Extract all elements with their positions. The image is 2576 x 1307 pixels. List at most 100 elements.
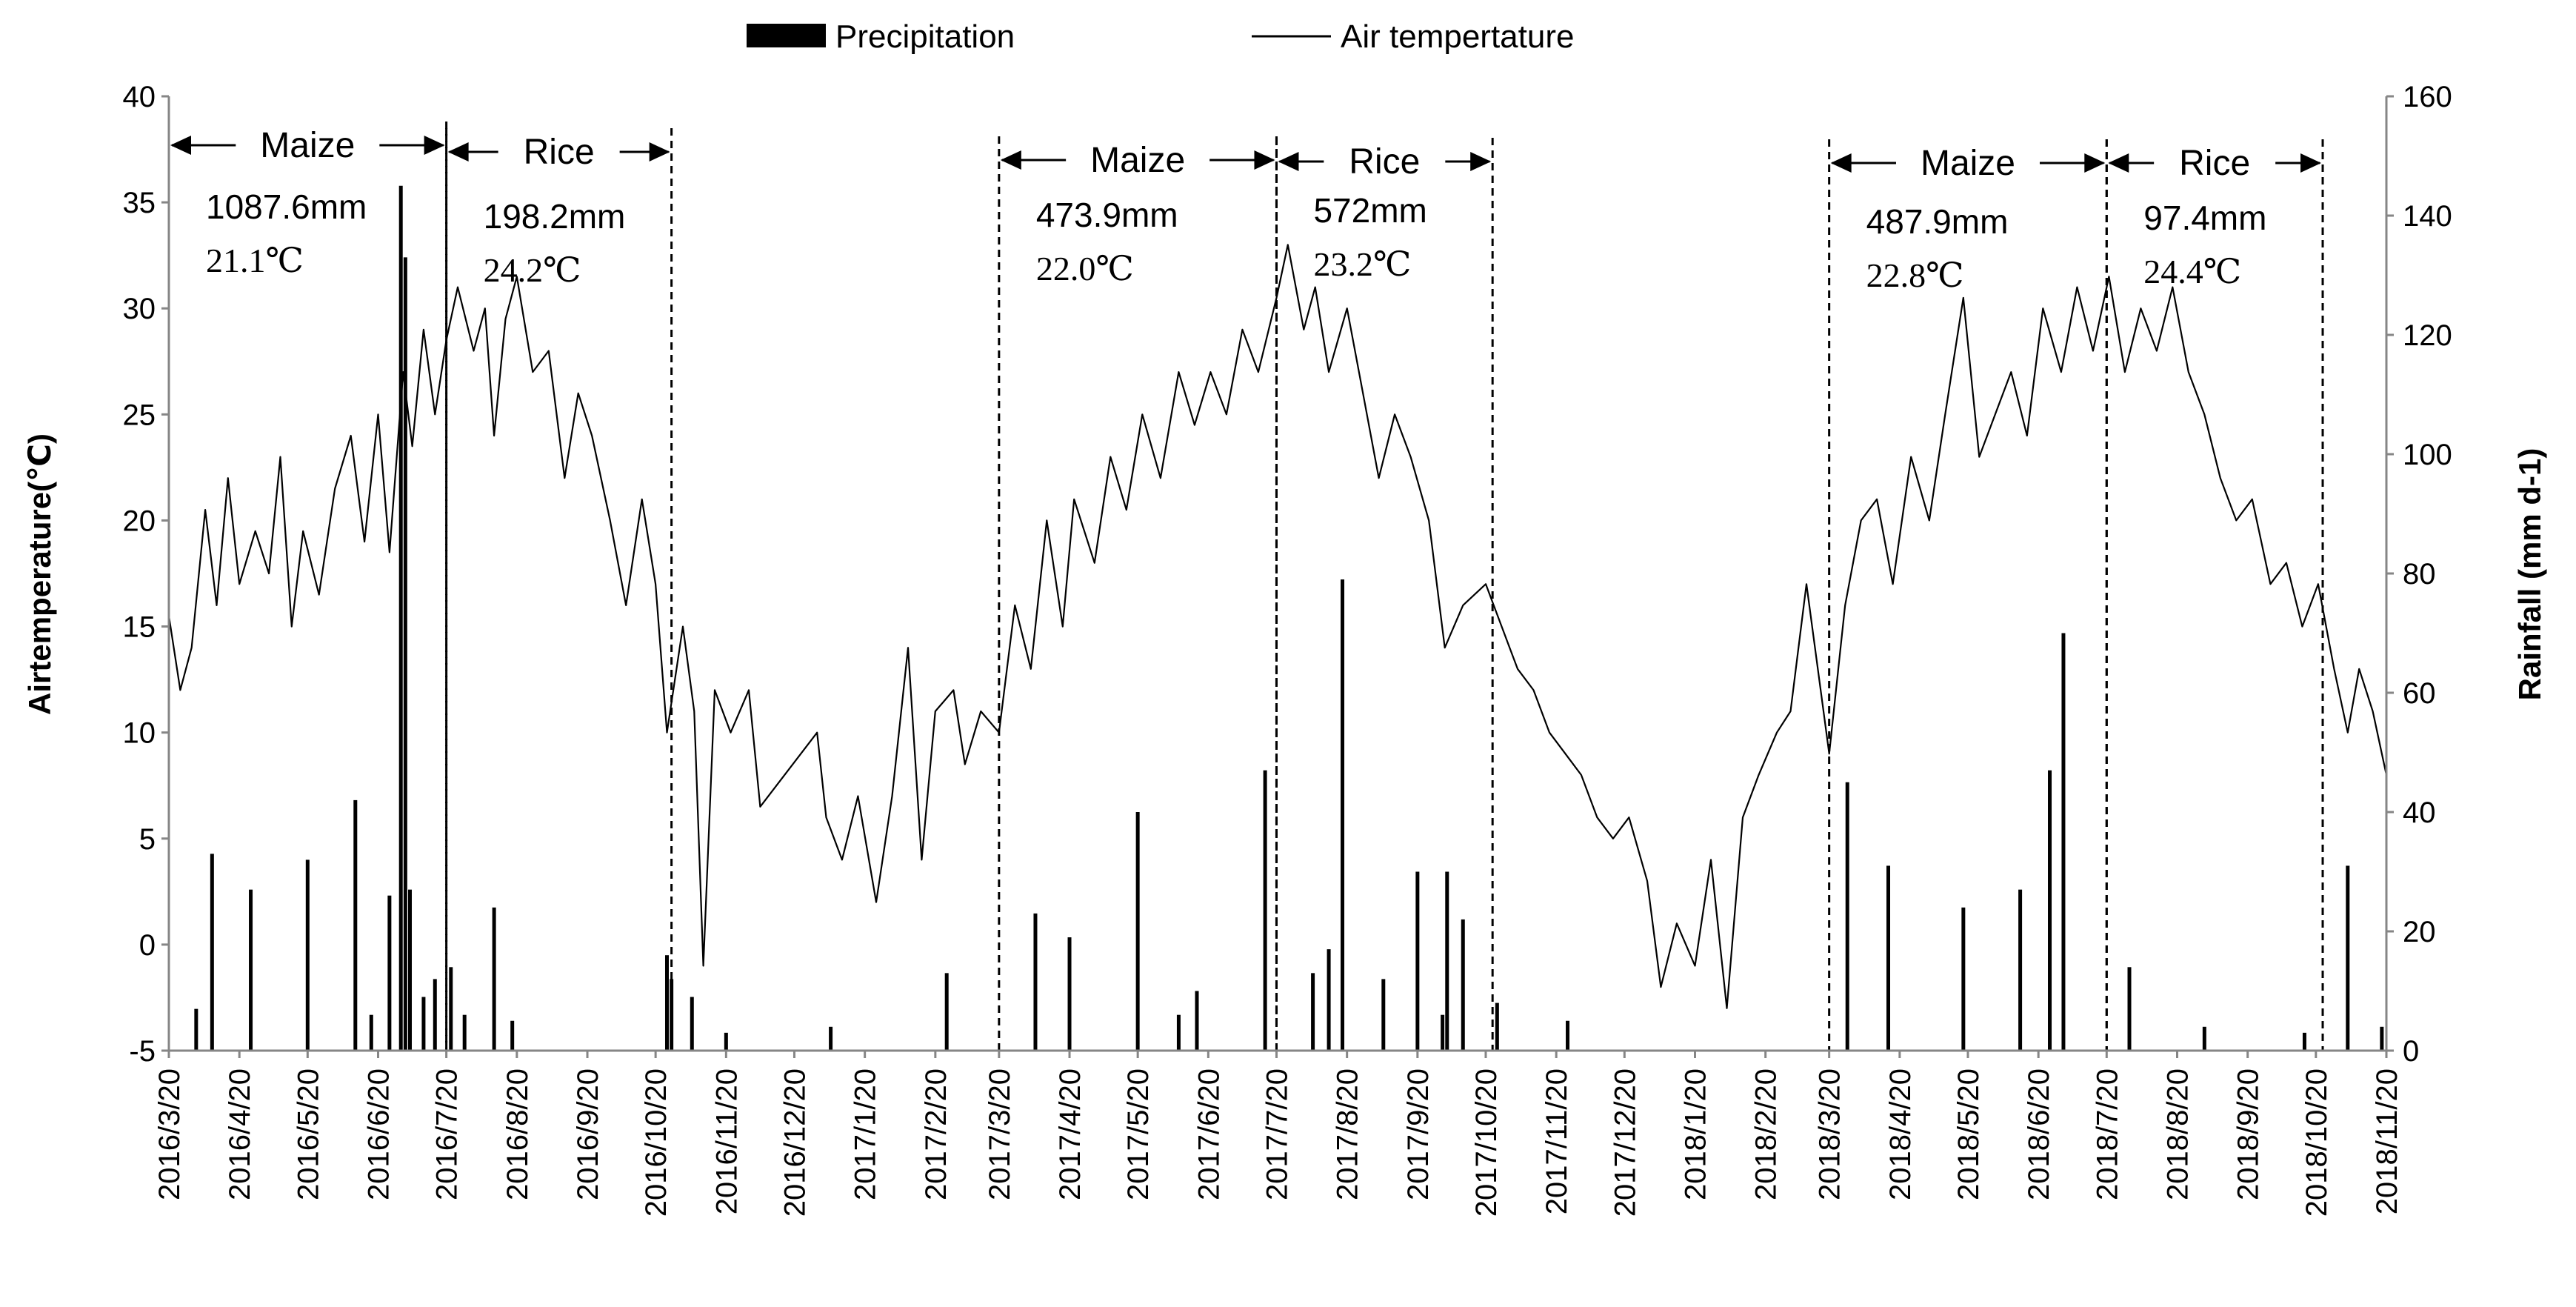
x-ticks: 2016/3/20 2016/4/20 2016/5/20 2016/6/20 2016… — [153, 1051, 2403, 1217]
season-precip-label: 487.9mm — [1866, 202, 2009, 241]
x-tick-label: 2017/2/20 — [920, 1068, 952, 1200]
x-tick-label: 2016/8/20 — [501, 1068, 534, 1200]
precip-bar — [421, 997, 426, 1051]
x-tick-label: 2018/7/20 — [2091, 1068, 2123, 1200]
y-left-tick-label: 30 — [123, 293, 156, 325]
x-tick-label: 2018/5/20 — [1952, 1068, 1985, 1200]
legend-precip-label: Precipitation — [835, 19, 1015, 55]
precip-bar — [2380, 1026, 2384, 1051]
x-tick-label: 2016/5/20 — [292, 1068, 324, 1200]
season-arrowhead-right — [2084, 153, 2106, 173]
y-left-tick-label: 5 — [139, 823, 156, 856]
season-crop-label: Rice — [1349, 142, 1420, 182]
precipitation-bars — [194, 185, 2384, 1051]
legend-precip-swatch — [747, 24, 826, 47]
precip-bar — [724, 1032, 728, 1051]
y-right-tick-label: 80 — [2403, 558, 2436, 591]
y-right-tick-label: 100 — [2403, 439, 2452, 471]
precip-bar — [2127, 967, 2132, 1051]
precip-bar — [353, 799, 358, 1051]
precip-bar — [1135, 812, 1140, 1051]
y-left-axis-title: Airtemperature(℃) — [22, 433, 57, 715]
season-arrowhead-left — [1278, 152, 1299, 171]
precip-bar — [664, 955, 669, 1051]
season-precip-label: 473.9mm — [1036, 196, 1178, 234]
precip-bar — [305, 859, 310, 1051]
precip-bar — [1461, 919, 1465, 1051]
precip-bar — [1886, 865, 1891, 1051]
season-temp-label: 22.8℃ — [1866, 256, 1964, 294]
precip-bar — [944, 973, 949, 1051]
precip-bar — [1415, 871, 1420, 1051]
legend-temp-label: Air tempertature — [1341, 19, 1574, 55]
precip-bar — [2018, 889, 2023, 1051]
x-tick-label: 2017/5/20 — [1122, 1068, 1155, 1200]
season-temp-label: 22.0℃ — [1036, 250, 1134, 287]
y-right-axis-title: Rainfall (mm d-1) — [2512, 448, 2547, 701]
precip-bar — [433, 979, 437, 1051]
precip-bar — [1341, 579, 1345, 1051]
x-tick-label: 2016/7/20 — [431, 1068, 464, 1200]
x-tick-label: 2018/9/20 — [2232, 1068, 2265, 1200]
season-temp-label: 21.1℃ — [206, 242, 304, 279]
precip-bar — [1845, 782, 1849, 1051]
season-arrowhead-left — [1000, 150, 1021, 170]
season-precip-label: 198.2mm — [484, 197, 626, 236]
x-tick-label: 2016/11/20 — [710, 1068, 743, 1214]
season-arrowhead-right — [1470, 152, 1492, 171]
y-left-tick-label: 35 — [123, 187, 156, 219]
y-left-tick-label: 25 — [123, 399, 156, 431]
legend: Precipitation Air tempertature — [747, 19, 1574, 55]
precip-bar — [403, 257, 407, 1051]
precip-bar — [690, 997, 694, 1051]
y-left-tick-label: 10 — [123, 717, 156, 750]
x-tick-label: 2017/9/20 — [1402, 1068, 1435, 1200]
x-tick-label: 2018/2/20 — [1750, 1068, 1783, 1200]
precip-bar — [449, 967, 453, 1051]
y-left-tick-label: 15 — [123, 611, 156, 644]
season-precip-label: 572mm — [1313, 191, 1427, 230]
x-tick-label: 2018/11/20 — [2371, 1068, 2403, 1214]
precip-bar — [369, 1014, 373, 1051]
precip-bar — [1176, 1014, 1181, 1051]
y-right-tick-label: 120 — [2403, 319, 2452, 352]
air-temperature-line — [167, 244, 2388, 1009]
season-arrowhead-left — [2108, 153, 2129, 173]
x-tick-label: 2017/3/20 — [984, 1068, 1016, 1200]
season-arrowhead-right — [2300, 153, 2322, 173]
season-arrowhead-right — [649, 142, 670, 162]
x-tick-label: 2016/12/20 — [778, 1068, 811, 1217]
x-tick-label: 2016/10/20 — [640, 1068, 673, 1217]
x-tick-label: 2018/4/20 — [1884, 1068, 1917, 1200]
season-crop-label: Rice — [2179, 144, 2250, 183]
precip-bar — [510, 1020, 515, 1051]
precip-bar — [398, 185, 403, 1051]
season-crop-label: Maize — [1921, 144, 2015, 183]
y-left-tick-label: 20 — [123, 505, 156, 537]
x-tick-label: 2018/1/20 — [1679, 1068, 1712, 1200]
precip-bar — [1495, 1002, 1499, 1051]
precip-bar — [1067, 937, 1072, 1051]
y-right-tick-label: 0 — [2403, 1035, 2419, 1068]
y-right-tick-label: 40 — [2403, 796, 2436, 829]
precip-bar — [1961, 907, 1966, 1051]
x-tick-label: 2018/6/20 — [2023, 1068, 2055, 1200]
season-temp-label: 23.2℃ — [1313, 245, 1411, 283]
precip-bar — [1566, 1020, 1570, 1051]
precip-bar — [1327, 949, 1331, 1051]
season-arrowhead-right — [424, 136, 445, 155]
y-left-ticks: 40 35 30 25 20 15 10 5 0 -5 — [123, 81, 169, 1068]
season-arrowhead-right — [1254, 150, 1275, 170]
season-crop-label: Maize — [260, 126, 355, 165]
season-arrowhead-left — [1830, 153, 1852, 173]
precip-bar — [210, 854, 214, 1051]
season-arrowhead-left — [170, 136, 191, 155]
precip-bar — [249, 889, 253, 1051]
season-crop-label: Rice — [524, 133, 595, 172]
x-tick-label: 2018/3/20 — [1814, 1068, 1846, 1200]
precip-bar — [1445, 871, 1449, 1051]
x-tick-label: 2017/11/20 — [1541, 1068, 1573, 1214]
x-tick-label: 2016/3/20 — [153, 1068, 186, 1200]
x-tick-label: 2016/6/20 — [363, 1068, 396, 1200]
